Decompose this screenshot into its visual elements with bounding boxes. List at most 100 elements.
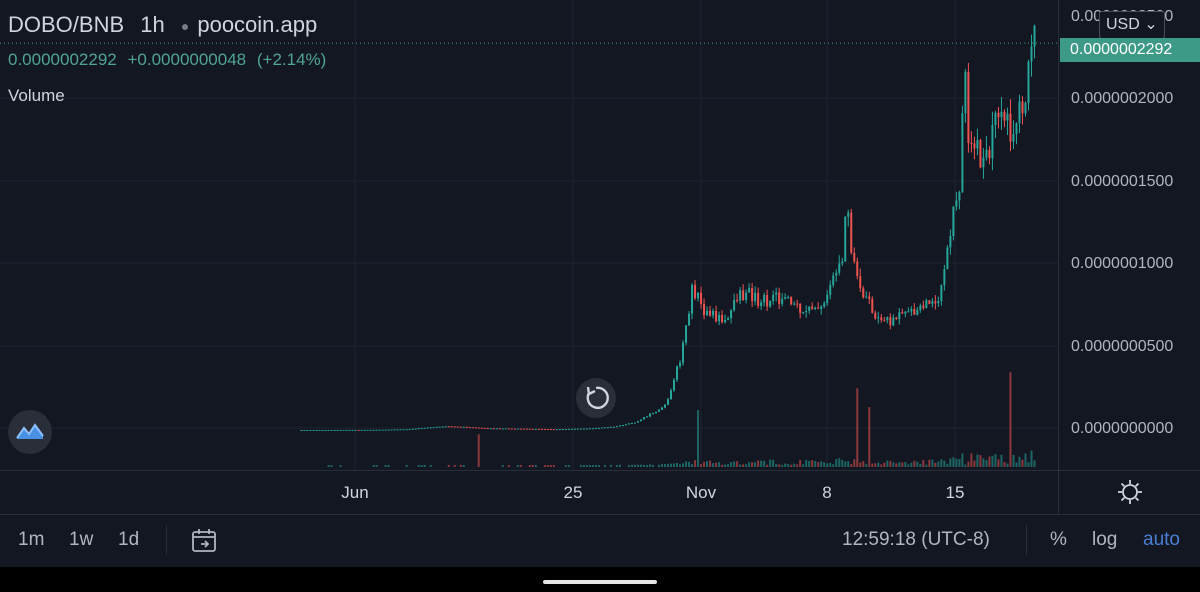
tradingview-logo-button[interactable] [8, 410, 52, 454]
candle-body [312, 429, 315, 431]
candle-body [369, 429, 372, 431]
candle-body [468, 427, 471, 429]
volume-bar [657, 464, 660, 467]
candle-body [465, 426, 468, 428]
candle-body [519, 428, 522, 430]
candle-body [432, 427, 435, 429]
volume-bar [748, 462, 751, 467]
calendar-goto-icon [192, 529, 216, 552]
chart-pane[interactable]: DOBO/BNB 1h ● poocoin.app 0.0000002292 +0… [0, 0, 1058, 470]
volume-bar [910, 462, 913, 467]
volume-bar [688, 461, 691, 467]
candle-body [399, 429, 402, 431]
volume-bar [934, 462, 937, 467]
volume-bar [651, 464, 654, 467]
candle-body [330, 429, 333, 431]
candle-body [372, 429, 375, 431]
volume-bar [973, 460, 976, 467]
volume-bar [1012, 454, 1015, 467]
volume-bar [820, 461, 823, 467]
candle-body [1015, 123, 1018, 134]
volume-bar [841, 459, 844, 467]
candle-body [489, 428, 492, 430]
volume-bar [916, 461, 919, 467]
range-1m-button[interactable]: 1m [18, 529, 45, 550]
candle-body [309, 429, 312, 431]
volume-bar [387, 464, 390, 467]
candle-body [763, 294, 766, 303]
candle-body [633, 422, 636, 424]
candle-body [721, 315, 724, 323]
candle-body [654, 411, 657, 414]
candle-body [660, 407, 663, 410]
currency-select[interactable]: USD ⌄ [1099, 11, 1165, 39]
candle-body [507, 428, 510, 430]
volume-bar [778, 464, 781, 467]
candle-body [772, 294, 775, 302]
candle-body [651, 413, 654, 415]
price-axis[interactable]: 0.0000002500 USD ⌄ 0.0000002292 0.000000… [1058, 0, 1200, 470]
candle-body [447, 426, 450, 428]
candle-body [561, 429, 564, 431]
volume-bar [937, 461, 940, 467]
current-price: 0.0000002292 [8, 50, 117, 69]
candle-body [715, 310, 718, 322]
candle-body [354, 429, 357, 431]
candle-body [934, 301, 937, 304]
candle-body [534, 428, 537, 430]
range-1d-button[interactable]: 1d [118, 529, 140, 550]
volume-bar [1000, 454, 1003, 467]
candle-body [985, 149, 988, 158]
volume-bar [579, 464, 582, 467]
auto-scale-toggle[interactable]: auto [1143, 529, 1180, 550]
percent-scale-toggle[interactable]: % [1050, 529, 1067, 550]
log-scale-toggle[interactable]: log [1092, 529, 1118, 550]
volume-bar [429, 464, 432, 467]
candle-body [528, 428, 531, 430]
candle-body [790, 296, 793, 305]
candle-body [913, 309, 916, 315]
volume-bar [645, 464, 648, 467]
home-indicator[interactable] [543, 580, 657, 584]
volume-bar [1018, 456, 1021, 467]
volume-bar [721, 464, 724, 467]
candle-body [709, 310, 712, 316]
volume-bar [727, 464, 730, 467]
candle-body [844, 216, 847, 262]
candle-body [351, 429, 354, 431]
volume-bar [874, 463, 877, 467]
volume-bar [952, 457, 955, 467]
candlestick-chart[interactable] [0, 0, 1058, 470]
volume-bar [507, 464, 510, 467]
range-1w-button[interactable]: 1w [69, 529, 94, 550]
volume-bar [709, 460, 712, 467]
candle-body [516, 428, 519, 430]
candle-body [916, 309, 919, 315]
candle-body [973, 143, 976, 149]
candle-body [471, 427, 474, 429]
volume-bar [636, 464, 639, 467]
reset-chart-button[interactable] [576, 378, 616, 418]
go-to-date-button[interactable] [190, 527, 218, 561]
candle-body [537, 428, 540, 430]
volume-bar [760, 460, 763, 467]
volume-bar [751, 462, 754, 467]
volume-bar [330, 464, 333, 467]
volume-bar [754, 462, 757, 467]
time-axis[interactable]: Jun 25 Nov 8 15 [0, 470, 1058, 515]
candle-body [967, 71, 970, 144]
volume-bar [724, 464, 727, 467]
candle-body [943, 269, 946, 286]
candle-body [823, 303, 826, 307]
candle-body [997, 112, 1000, 118]
candle-body [333, 429, 336, 431]
candle-body [907, 311, 910, 313]
candle-body [904, 311, 907, 314]
volume-bar [1030, 450, 1033, 467]
candle-body [357, 429, 360, 431]
clock-timezone[interactable]: 12:59:18 (UTC-8) [842, 529, 990, 550]
volume-bar [940, 459, 943, 467]
candle-body [570, 428, 573, 430]
chart-settings-button[interactable] [1058, 470, 1200, 515]
volume-bar [946, 463, 949, 467]
